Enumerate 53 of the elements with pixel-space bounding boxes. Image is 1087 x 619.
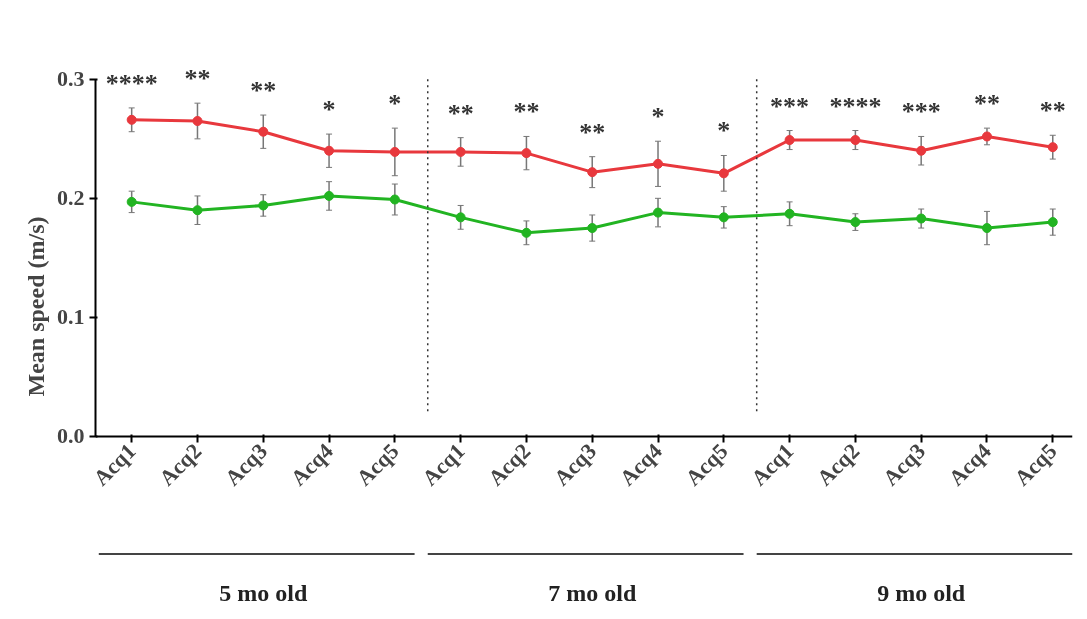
point [916, 145, 927, 156]
annotation: ** [579, 117, 606, 147]
annotation: ** [513, 97, 540, 127]
point [1047, 217, 1058, 228]
text: 7 mo old [548, 580, 637, 607]
point [981, 131, 992, 142]
point [784, 208, 795, 219]
point [981, 223, 992, 234]
point [389, 146, 400, 157]
point [587, 223, 598, 234]
y-axis-title: Mean speed (m/s) [23, 216, 49, 397]
annotation: * [717, 116, 731, 146]
point [850, 135, 861, 146]
text: 9 mo old [877, 580, 966, 607]
annotation: * [651, 102, 665, 132]
point [653, 158, 664, 169]
point [718, 212, 729, 223]
annotation: **** [105, 68, 158, 98]
point [1047, 142, 1058, 153]
annotation: ** [973, 89, 1000, 119]
point [784, 135, 795, 146]
annotation: ** [250, 76, 277, 106]
point [587, 167, 598, 178]
point [324, 190, 335, 201]
annotation: *** [901, 97, 941, 127]
point [850, 217, 861, 228]
point [916, 213, 927, 224]
point [455, 146, 466, 157]
point [389, 194, 400, 205]
annotation: **** [829, 91, 882, 121]
point [718, 168, 729, 179]
point [126, 196, 137, 207]
annotation: *** [770, 91, 810, 121]
annotation: ** [447, 98, 474, 128]
y-tick-label: 0.0 [57, 423, 85, 449]
point [192, 116, 203, 126]
point [126, 114, 137, 125]
point [192, 205, 203, 216]
point [324, 145, 335, 156]
point [455, 212, 466, 223]
text: 5 mo old [219, 580, 308, 607]
point [653, 207, 664, 218]
point [521, 148, 532, 159]
point [521, 227, 532, 238]
y-tick-label: 0.1 [57, 304, 85, 330]
annotation: ** [1039, 96, 1066, 126]
y-tick-label: 0.3 [57, 66, 85, 92]
y-tick-label: 0.2 [57, 185, 85, 211]
annotation: * [388, 89, 402, 119]
point [258, 200, 269, 211]
annotation: * [322, 95, 336, 125]
point [258, 126, 269, 137]
annotation: ** [184, 64, 211, 94]
